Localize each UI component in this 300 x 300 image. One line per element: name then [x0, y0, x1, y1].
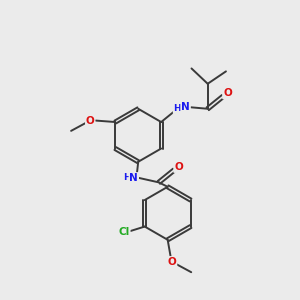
Text: O: O [223, 88, 232, 98]
Text: Cl: Cl [118, 227, 130, 237]
Text: O: O [86, 116, 94, 126]
Text: N: N [129, 173, 138, 183]
Text: O: O [168, 257, 176, 267]
Text: H: H [123, 173, 130, 182]
Text: H: H [174, 104, 181, 113]
Text: N: N [181, 102, 190, 112]
Text: O: O [174, 162, 183, 172]
